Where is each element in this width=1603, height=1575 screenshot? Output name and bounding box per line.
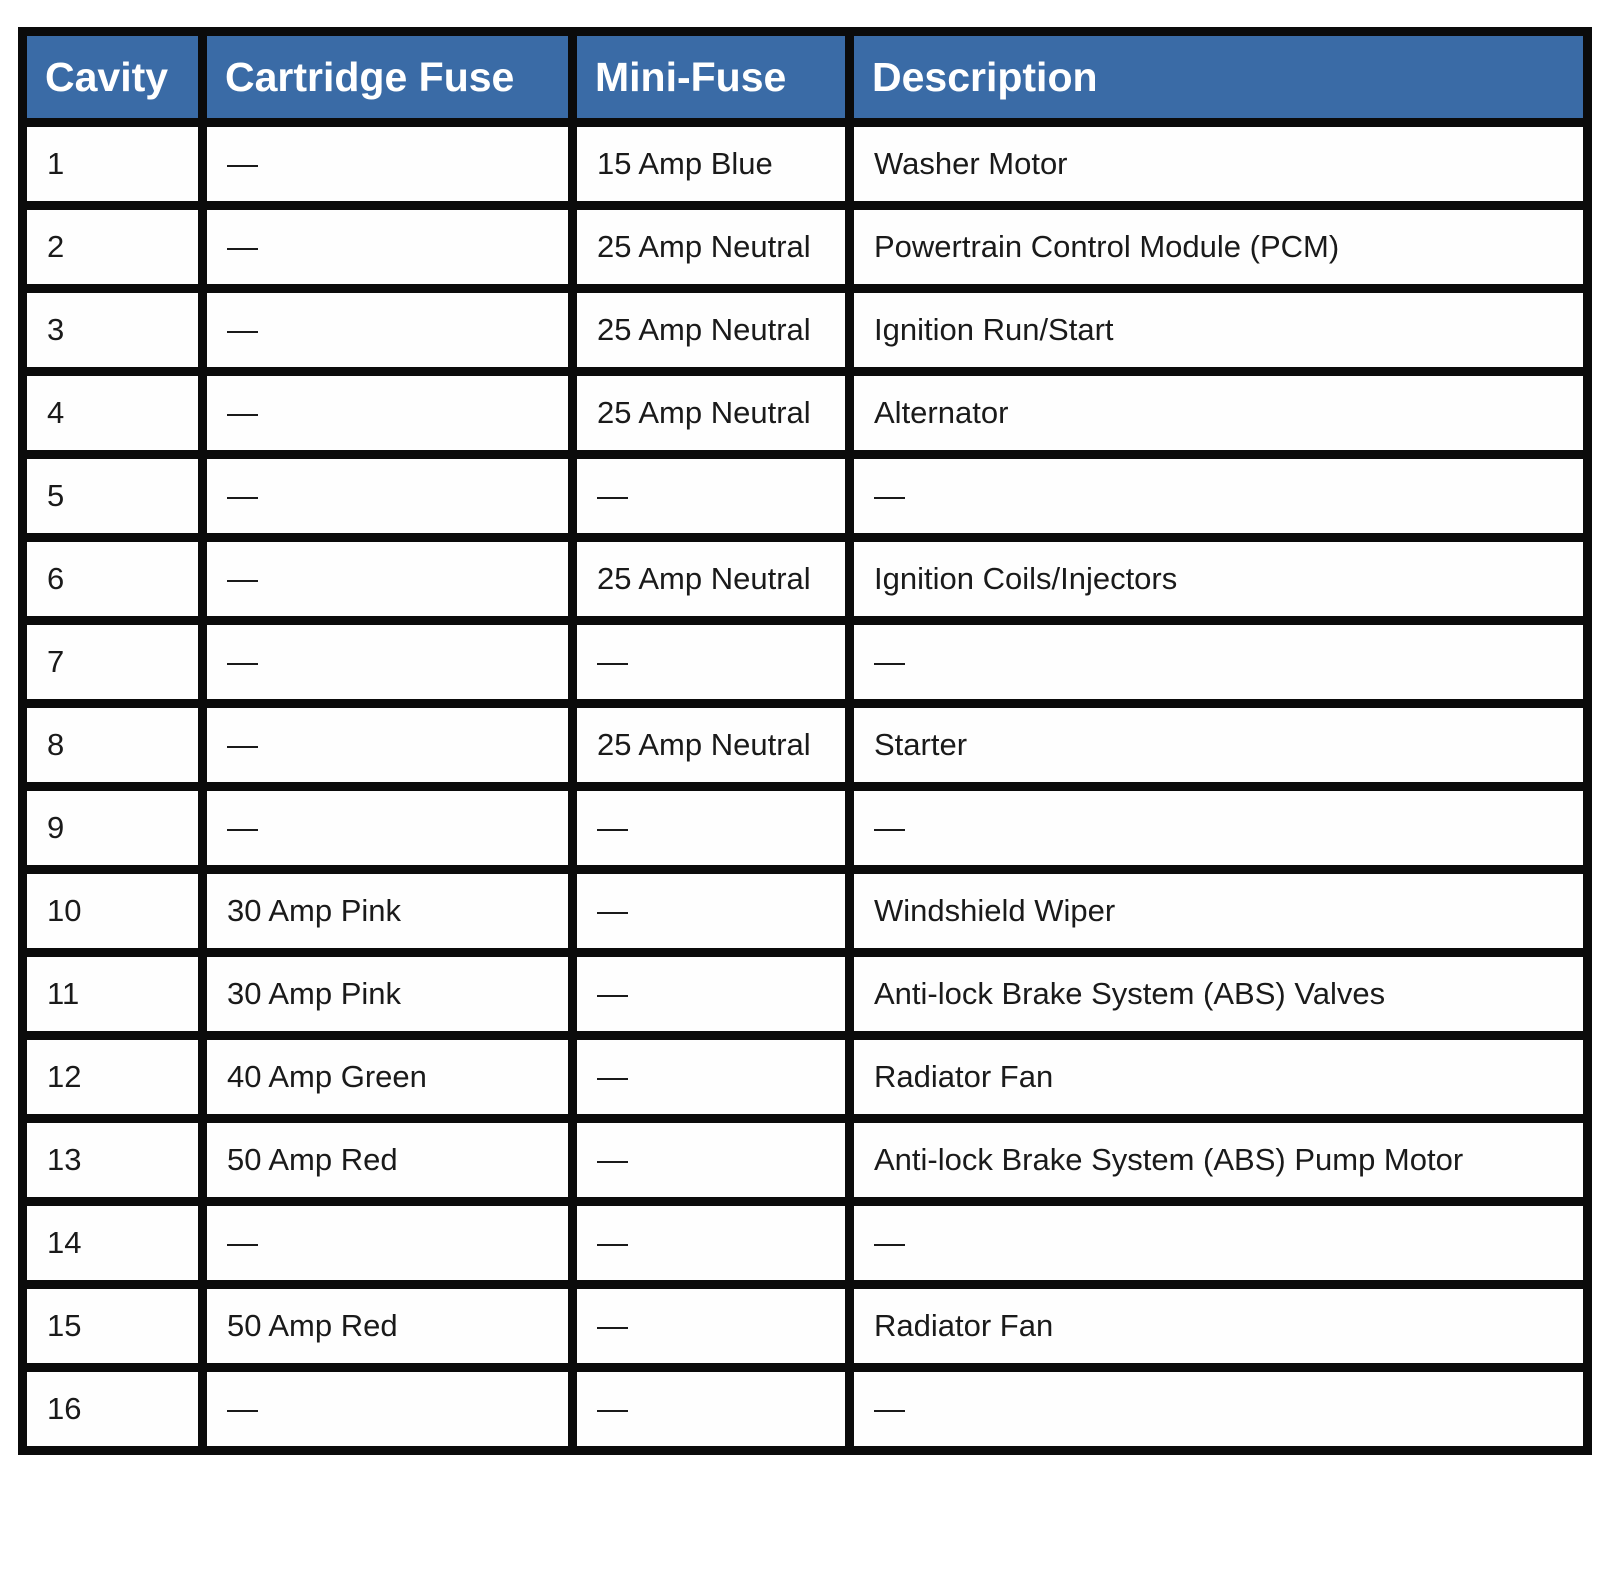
cell-cavity: 13 — [18, 1114, 207, 1206]
cell-mini-fuse: — — [568, 1114, 854, 1206]
cell-cartridge-fuse: — — [198, 533, 577, 625]
cell-cavity: 1 — [18, 118, 207, 210]
cell-description: Alternator — [845, 367, 1592, 459]
fuse-table: Cavity Cartridge Fuse Mini-Fuse Descript… — [18, 27, 1592, 1455]
cell-cartridge-fuse: — — [198, 284, 577, 376]
cell-cartridge-fuse: — — [198, 1363, 577, 1455]
table-row: 7 — — — — [18, 616, 1592, 708]
cell-description: Ignition Run/Start — [845, 284, 1592, 376]
cell-description: — — [845, 782, 1592, 874]
cell-cavity: 10 — [18, 865, 207, 957]
cell-cavity: 15 — [18, 1280, 207, 1372]
table-row: 10 30 Amp Pink — Windshield Wiper — [18, 865, 1592, 957]
cell-description: Powertrain Control Module (PCM) — [845, 201, 1592, 293]
table-row: 8 — 25 Amp Neutral Starter — [18, 699, 1592, 791]
cell-cartridge-fuse: 40 Amp Green — [198, 1031, 577, 1123]
cell-cartridge-fuse: — — [198, 699, 577, 791]
cell-description: Anti-lock Brake System (ABS) Pump Motor — [845, 1114, 1592, 1206]
cell-cavity: 7 — [18, 616, 207, 708]
cell-mini-fuse: — — [568, 1363, 854, 1455]
cell-description: Radiator Fan — [845, 1280, 1592, 1372]
cell-mini-fuse: 25 Amp Neutral — [568, 201, 854, 293]
table-row: 4 — 25 Amp Neutral Alternator — [18, 367, 1592, 459]
table-row: 14 — — — — [18, 1197, 1592, 1289]
cell-description: Washer Motor — [845, 118, 1592, 210]
cell-cartridge-fuse: — — [198, 450, 577, 542]
cell-mini-fuse: — — [568, 1197, 854, 1289]
table-row: 15 50 Amp Red — Radiator Fan — [18, 1280, 1592, 1372]
cell-cavity: 16 — [18, 1363, 207, 1455]
table-row: 1 — 15 Amp Blue Washer Motor — [18, 118, 1592, 210]
cell-mini-fuse: — — [568, 1280, 854, 1372]
cell-cavity: 14 — [18, 1197, 207, 1289]
header-cavity: Cavity — [18, 27, 207, 127]
cell-cavity: 12 — [18, 1031, 207, 1123]
cell-description: Radiator Fan — [845, 1031, 1592, 1123]
cell-mini-fuse: 15 Amp Blue — [568, 118, 854, 210]
cell-mini-fuse: — — [568, 782, 854, 874]
table-row: 13 50 Amp Red — Anti-lock Brake System (… — [18, 1114, 1592, 1206]
cell-mini-fuse: — — [568, 1031, 854, 1123]
cell-cavity: 8 — [18, 699, 207, 791]
cell-cartridge-fuse: — — [198, 367, 577, 459]
cell-description: Windshield Wiper — [845, 865, 1592, 957]
table-header-row: Cavity Cartridge Fuse Mini-Fuse Descript… — [18, 27, 1592, 127]
table-row: 3 — 25 Amp Neutral Ignition Run/Start — [18, 284, 1592, 376]
cell-description: Starter — [845, 699, 1592, 791]
table-row: 11 30 Amp Pink — Anti-lock Brake System … — [18, 948, 1592, 1040]
cell-cartridge-fuse: 30 Amp Pink — [198, 865, 577, 957]
cell-mini-fuse: — — [568, 616, 854, 708]
table-row: 6 — 25 Amp Neutral Ignition Coils/Inject… — [18, 533, 1592, 625]
table-row: 12 40 Amp Green — Radiator Fan — [18, 1031, 1592, 1123]
header-mini-fuse: Mini-Fuse — [568, 27, 854, 127]
cell-mini-fuse: — — [568, 450, 854, 542]
cell-cavity: 5 — [18, 450, 207, 542]
cell-cavity: 2 — [18, 201, 207, 293]
table-row: 9 — — — — [18, 782, 1592, 874]
cell-cartridge-fuse: 30 Amp Pink — [198, 948, 577, 1040]
cell-cavity: 6 — [18, 533, 207, 625]
cell-mini-fuse: 25 Amp Neutral — [568, 699, 854, 791]
cell-cartridge-fuse: — — [198, 616, 577, 708]
cell-cavity: 4 — [18, 367, 207, 459]
cell-cavity: 9 — [18, 782, 207, 874]
header-cartridge-fuse: Cartridge Fuse — [198, 27, 577, 127]
cell-description: — — [845, 450, 1592, 542]
cell-cavity: 3 — [18, 284, 207, 376]
cell-mini-fuse: — — [568, 865, 854, 957]
cell-cartridge-fuse: — — [198, 1197, 577, 1289]
cell-description: — — [845, 616, 1592, 708]
table-row: 16 — — — — [18, 1363, 1592, 1455]
cell-cartridge-fuse: — — [198, 782, 577, 874]
cell-mini-fuse: 25 Amp Neutral — [568, 533, 854, 625]
cell-cavity: 11 — [18, 948, 207, 1040]
fuse-table-container: Cavity Cartridge Fuse Mini-Fuse Descript… — [18, 27, 1592, 1455]
table-body: 1 — 15 Amp Blue Washer Motor 2 — 25 Amp … — [18, 118, 1592, 1455]
cell-description: Anti-lock Brake System (ABS) Valves — [845, 948, 1592, 1040]
cell-description: Ignition Coils/Injectors — [845, 533, 1592, 625]
header-description: Description — [845, 27, 1592, 127]
cell-description: — — [845, 1363, 1592, 1455]
table-row: 2 — 25 Amp Neutral Powertrain Control Mo… — [18, 201, 1592, 293]
cell-mini-fuse: 25 Amp Neutral — [568, 367, 854, 459]
cell-cartridge-fuse: 50 Amp Red — [198, 1280, 577, 1372]
cell-mini-fuse: — — [568, 948, 854, 1040]
cell-description: — — [845, 1197, 1592, 1289]
table-row: 5 — — — — [18, 450, 1592, 542]
cell-cartridge-fuse: — — [198, 201, 577, 293]
cell-cartridge-fuse: — — [198, 118, 577, 210]
cell-cartridge-fuse: 50 Amp Red — [198, 1114, 577, 1206]
cell-mini-fuse: 25 Amp Neutral — [568, 284, 854, 376]
